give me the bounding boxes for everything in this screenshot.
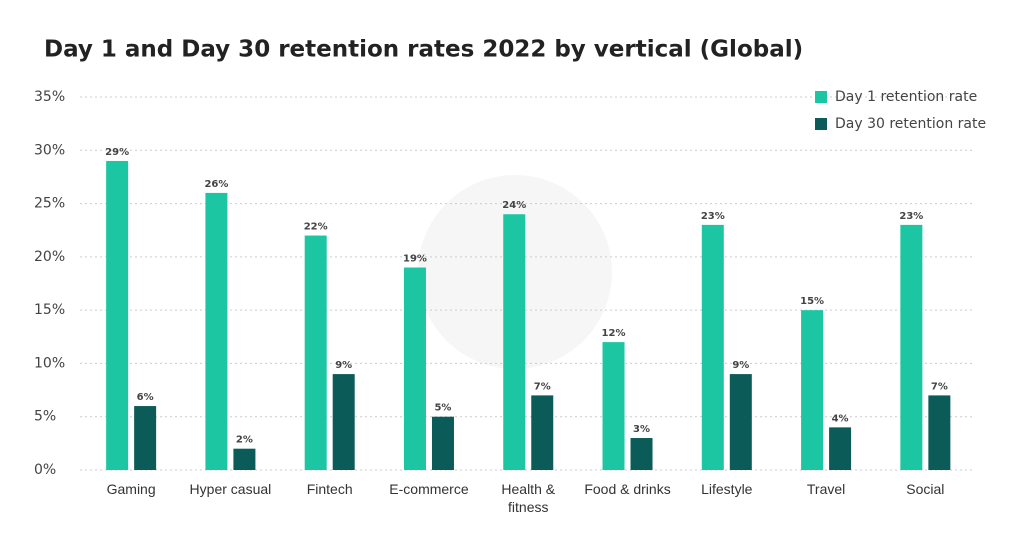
x-tick-label: Hyper casual xyxy=(189,481,272,497)
y-tick-label: 30% xyxy=(34,142,65,158)
value-label: 23% xyxy=(701,211,725,222)
bar xyxy=(233,448,256,470)
y-tick-label: 20% xyxy=(34,249,65,265)
legend-swatch xyxy=(815,118,827,130)
bar xyxy=(403,267,426,470)
bar xyxy=(630,438,653,470)
value-label: 29% xyxy=(105,147,129,158)
x-tick-label: Fintech xyxy=(306,481,353,497)
x-tick-label: Health & fitness xyxy=(501,481,556,515)
bar xyxy=(304,235,327,470)
bar xyxy=(801,310,824,470)
legend-label: Day 1 retention rate xyxy=(835,89,977,105)
y-tick-label: 15% xyxy=(34,302,65,318)
value-label: 9% xyxy=(732,360,749,371)
value-label: 7% xyxy=(534,381,551,392)
bar xyxy=(701,224,724,470)
value-label: 7% xyxy=(931,381,948,392)
bar xyxy=(602,342,625,470)
value-label: 24% xyxy=(502,200,526,211)
value-label: 19% xyxy=(403,254,427,265)
bar xyxy=(531,395,554,470)
value-label: 12% xyxy=(602,328,626,339)
value-label: 26% xyxy=(204,179,228,190)
bar xyxy=(900,224,923,470)
x-tick-label: Gaming xyxy=(106,481,156,497)
value-label: 15% xyxy=(800,296,824,307)
x-tick-label: Travel xyxy=(806,481,846,497)
x-tick-label: Lifestyle xyxy=(701,481,753,497)
bar xyxy=(332,374,355,470)
value-label: 5% xyxy=(434,403,451,414)
y-tick-label: 5% xyxy=(34,409,56,425)
bar xyxy=(729,374,752,470)
value-label: 23% xyxy=(899,211,923,222)
value-label: 3% xyxy=(633,424,650,435)
y-tick-label: 25% xyxy=(34,196,65,212)
x-tick-label: Food & drinks xyxy=(584,481,671,497)
y-tick-label: 10% xyxy=(34,355,65,371)
chart-title: Day 1 and Day 30 retention rates 2022 by… xyxy=(44,37,803,63)
y-tick-label: 35% xyxy=(34,89,65,105)
value-label: 6% xyxy=(137,392,154,403)
bar xyxy=(928,395,951,470)
bar xyxy=(503,214,526,470)
legend-swatch xyxy=(815,91,827,103)
x-tick-label: Social xyxy=(906,481,945,497)
value-label: 4% xyxy=(832,413,849,424)
value-label: 2% xyxy=(236,435,253,446)
bar xyxy=(134,406,157,470)
legend-label: Day 30 retention rate xyxy=(835,116,986,132)
y-tick-label: 0% xyxy=(34,462,56,478)
x-tick-label: E-commerce xyxy=(389,481,469,497)
value-label: 9% xyxy=(335,360,352,371)
bar xyxy=(829,427,852,470)
value-label: 22% xyxy=(304,222,328,233)
bar xyxy=(431,416,454,470)
bar xyxy=(205,192,228,470)
bar xyxy=(106,160,129,470)
